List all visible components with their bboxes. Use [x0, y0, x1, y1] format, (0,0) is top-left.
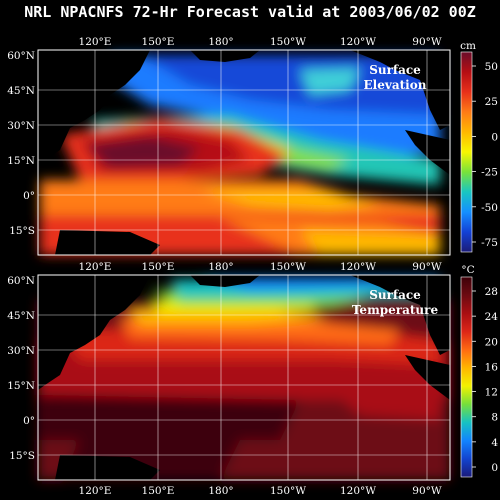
lon-label: 150°W: [270, 36, 306, 48]
lon-label: 150°E: [142, 485, 175, 497]
temperature-panel: [37, 274, 451, 481]
colorbar-tick-label: 12: [485, 387, 498, 399]
colorbar-tick-label: 0: [491, 462, 498, 474]
colorbar-tick-label: 50: [485, 61, 498, 73]
temperature-unit: °C: [461, 264, 474, 276]
lon-label: 120°W: [340, 261, 376, 273]
elevation-land: [38, 50, 450, 255]
elevation-colorbar: cm 50 25 0 -25 -50 -75: [460, 40, 498, 253]
temperature-label-line1: Surface: [369, 288, 421, 302]
lon-label: 150°W: [270, 485, 306, 497]
temperature-label-line2: Temperature: [352, 303, 439, 317]
lon-label: 150°W: [270, 261, 306, 273]
elevation-frame: [37, 49, 451, 256]
colorbar-tick-label: 4: [491, 437, 498, 449]
lat-label: 0°: [23, 415, 35, 427]
lat-label: 15°N: [7, 380, 35, 392]
elevation-field: [40, 55, 440, 255]
colorbar-tick-label: -75: [481, 237, 498, 249]
elevation-grid: [38, 50, 450, 255]
colorbar-tick-label: -50: [481, 202, 498, 214]
lat-label: 0°: [23, 190, 35, 202]
elevation-panel: [37, 49, 451, 256]
lon-label: 180°: [208, 485, 233, 497]
colorbar-tick-label: 20: [485, 336, 498, 348]
lat-label: 30°N: [7, 120, 35, 132]
lat-label: 15°S: [9, 450, 35, 462]
colorbar-tick-label: 16: [485, 361, 499, 373]
temperature-land: [38, 275, 450, 480]
lat-label: 60°N: [7, 275, 35, 287]
lon-label: 120°E: [79, 261, 112, 273]
lon-label: 180°: [208, 36, 233, 48]
lon-label: 150°E: [142, 261, 175, 273]
lat-label: 15°N: [7, 155, 35, 167]
lon-label: 120°W: [340, 485, 376, 497]
lat-label: 15°S: [9, 225, 35, 237]
colorbar-tick-label: 24: [485, 311, 499, 323]
colorbar-tick-label: 25: [485, 96, 498, 108]
elevation-unit: cm: [460, 40, 476, 52]
lon-label: 120°W: [340, 36, 376, 48]
lon-label: 120°E: [79, 36, 112, 48]
lon-label: 90°W: [412, 485, 442, 497]
lat-label: 45°N: [7, 310, 35, 322]
lon-label: 120°E: [79, 485, 112, 497]
lat-label: 60°N: [7, 50, 35, 62]
lon-label: 90°W: [412, 261, 442, 273]
lon-label: 90°W: [412, 36, 442, 48]
colorbar-tick-label: 0: [491, 131, 498, 143]
lon-label: 180°: [208, 261, 233, 273]
map-title: NRL NPACNFS 72-Hr Forecast valid at 2003…: [24, 3, 476, 21]
elevation-label-line2: Elevation: [364, 78, 427, 92]
elevation-label-line1: Surface: [369, 63, 421, 77]
lon-label: 150°E: [142, 36, 175, 48]
colorbar-tick-label: 8: [491, 412, 498, 424]
lat-label: 30°N: [7, 345, 35, 357]
temperature-grid: [38, 275, 450, 480]
temperature-frame: [37, 274, 451, 481]
temperature-colorbar: °C 28 24 20 16 12 8 4 0: [460, 264, 499, 478]
lat-label: 45°N: [7, 85, 35, 97]
colorbar-tick-label: 28: [485, 286, 498, 298]
colorbar-tick-label: -25: [481, 167, 498, 179]
